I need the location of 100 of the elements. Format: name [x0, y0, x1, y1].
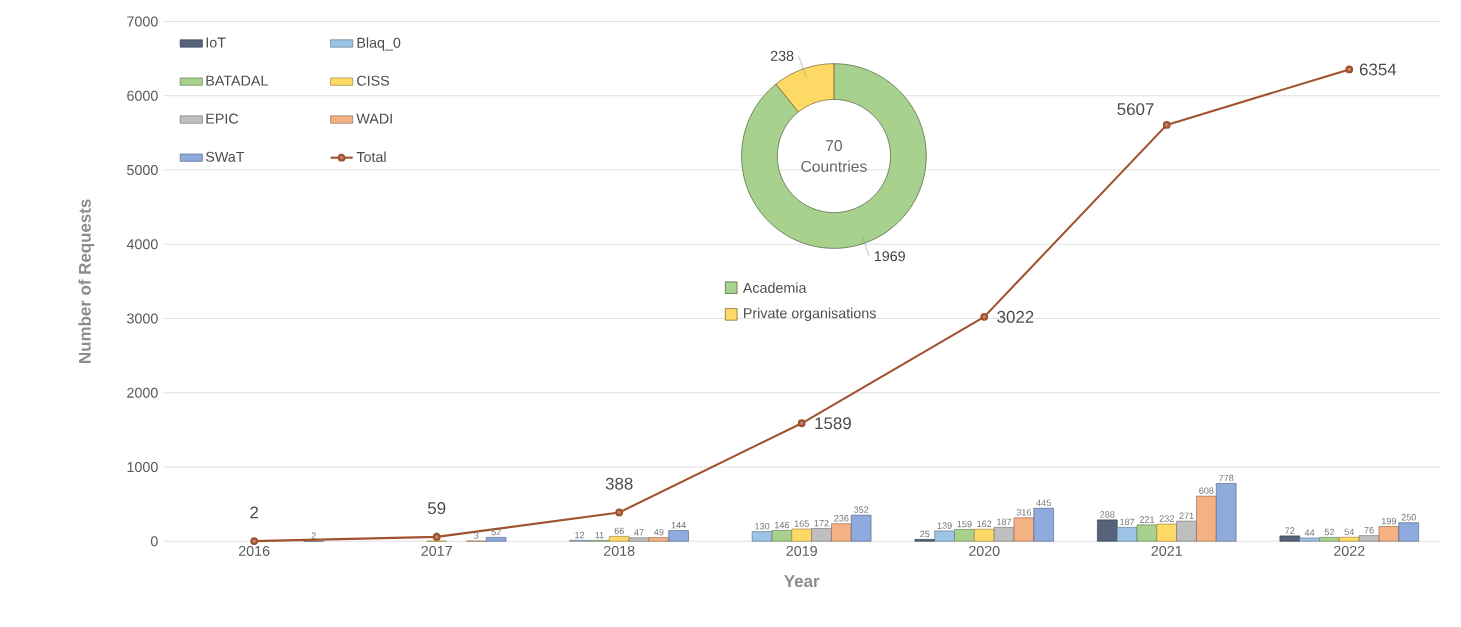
data-label: 159	[957, 520, 972, 528]
data-label: 288	[1100, 511, 1115, 518]
data-label: 199	[1381, 517, 1397, 525]
data-label: 236	[834, 515, 849, 522]
data-label: 52	[491, 528, 501, 536]
bar	[1013, 517, 1035, 542]
data-label: 49	[653, 528, 664, 536]
point	[432, 532, 441, 541]
legend-label: Total	[356, 151, 386, 162]
data-label: 778	[1219, 474, 1234, 482]
bar	[1033, 507, 1054, 542]
bar	[1156, 523, 1177, 542]
data-label: 54	[1344, 528, 1355, 535]
legend-label: EPIC	[206, 113, 239, 124]
bar	[811, 528, 832, 542]
bar	[1196, 495, 1217, 542]
bar	[934, 530, 955, 542]
data-label: 3022	[997, 310, 1034, 323]
data-label: 1589	[815, 417, 851, 430]
legend-label: SWaT	[205, 151, 245, 162]
legend-label: Blaq_0	[357, 37, 401, 51]
data-label: 52	[1324, 528, 1335, 536]
x-tick-label: 2021	[1151, 545, 1182, 556]
bar	[668, 530, 689, 542]
point	[250, 537, 259, 545]
data-label: 232	[1159, 515, 1174, 522]
data-label: 11	[595, 531, 604, 539]
bar	[608, 535, 630, 542]
legend-label: IoT	[206, 37, 226, 48]
x-tick-label: 2022	[1334, 545, 1365, 556]
bar	[1176, 520, 1197, 542]
x-tick-label: 2017	[421, 545, 452, 556]
data-label: 1969	[874, 251, 905, 262]
data-label: 139	[937, 522, 952, 529]
y-tick-label: 1000	[127, 461, 158, 473]
bar	[831, 523, 852, 542]
y-tick-label: 4000	[126, 239, 158, 250]
bar	[1378, 526, 1400, 542]
legend-label: CISS	[357, 75, 390, 86]
data-label: 12	[575, 531, 585, 539]
y-tick-label: 3000	[127, 313, 158, 324]
data-label: 66	[614, 527, 624, 535]
data-label: 2	[250, 506, 259, 519]
data-label: 187	[997, 518, 1012, 526]
x-tick-label: 2016	[238, 545, 270, 556]
data-label: 162	[977, 520, 992, 527]
point	[797, 419, 806, 428]
y-axis-title: Number of Requests	[78, 199, 95, 363]
data-label: 445	[1036, 499, 1051, 506]
bar	[1398, 522, 1419, 542]
bar	[485, 537, 507, 542]
data-label: 76	[1364, 526, 1374, 534]
bar	[1358, 535, 1380, 542]
legend-label: BATADAL	[206, 75, 268, 86]
data-label: 59	[427, 502, 446, 515]
bar	[771, 530, 793, 542]
data-label: 608	[1199, 487, 1214, 494]
bar	[954, 529, 975, 542]
data-label: 6354	[1359, 63, 1397, 76]
y-tick-label: 0	[150, 536, 158, 547]
data-label: 187	[1120, 518, 1135, 526]
bar	[751, 531, 773, 542]
bar	[1116, 527, 1138, 542]
data-label: 3	[474, 532, 479, 539]
annotation: 70 Countries	[801, 140, 867, 172]
y-tick-label: 2000	[127, 387, 158, 398]
bar	[1215, 483, 1237, 542]
y-tick-label: 6000	[127, 90, 158, 101]
data-label: 271	[1179, 512, 1194, 519]
data-label: 316	[1016, 509, 1032, 516]
data-label: 130	[755, 522, 770, 530]
bar	[973, 528, 995, 542]
legend-label: Academia	[742, 282, 807, 293]
data-label: 44	[1304, 529, 1315, 536]
bar	[1339, 536, 1360, 542]
point	[1162, 120, 1171, 129]
bar	[1097, 519, 1118, 542]
x-tick-label: 2020	[969, 545, 1000, 556]
data-label: 72	[1285, 527, 1295, 534]
point	[980, 312, 989, 321]
bar	[850, 514, 872, 542]
legend-label: WADI	[356, 113, 392, 124]
data-label: 172	[814, 519, 829, 527]
x-tick-label: 2018	[604, 545, 635, 556]
bar	[648, 537, 670, 542]
bar	[1279, 535, 1301, 542]
x-axis-title: Year	[784, 575, 820, 588]
bar	[791, 528, 812, 542]
bar	[1319, 537, 1340, 542]
data-label: 221	[1139, 516, 1155, 523]
bar	[1136, 524, 1158, 542]
bar	[628, 537, 650, 542]
bar	[1299, 537, 1320, 542]
y-tick-label: 5000	[127, 164, 158, 175]
data-label: 47	[634, 529, 644, 536]
data-label: 352	[853, 506, 869, 513]
data-label: 388	[605, 477, 633, 490]
data-label: 2	[311, 532, 316, 539]
data-label: 144	[671, 522, 686, 529]
data-label: 165	[794, 520, 809, 527]
